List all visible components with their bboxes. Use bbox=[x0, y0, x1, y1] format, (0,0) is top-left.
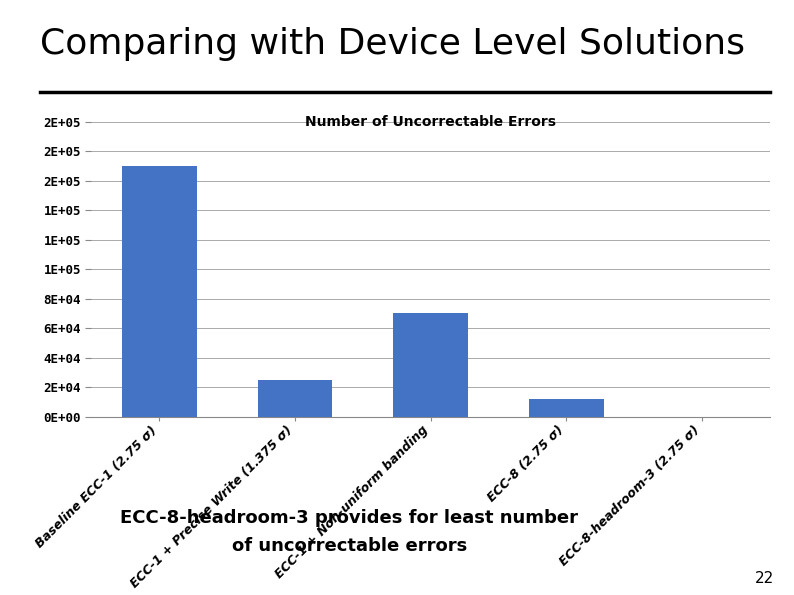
Text: Number of Uncorrectable Errors: Number of Uncorrectable Errors bbox=[305, 115, 557, 129]
Text: 22: 22 bbox=[755, 571, 774, 586]
Text: of uncorrectable errors: of uncorrectable errors bbox=[232, 537, 467, 555]
Bar bbox=[394, 314, 468, 416]
Bar bbox=[258, 380, 333, 416]
Text: Comparing with Device Level Solutions: Comparing with Device Level Solutions bbox=[40, 27, 745, 61]
Bar bbox=[122, 166, 197, 416]
Text: ECC-8-headroom-3 provides for least number: ECC-8-headroom-3 provides for least numb… bbox=[121, 509, 578, 527]
Bar bbox=[529, 399, 603, 416]
